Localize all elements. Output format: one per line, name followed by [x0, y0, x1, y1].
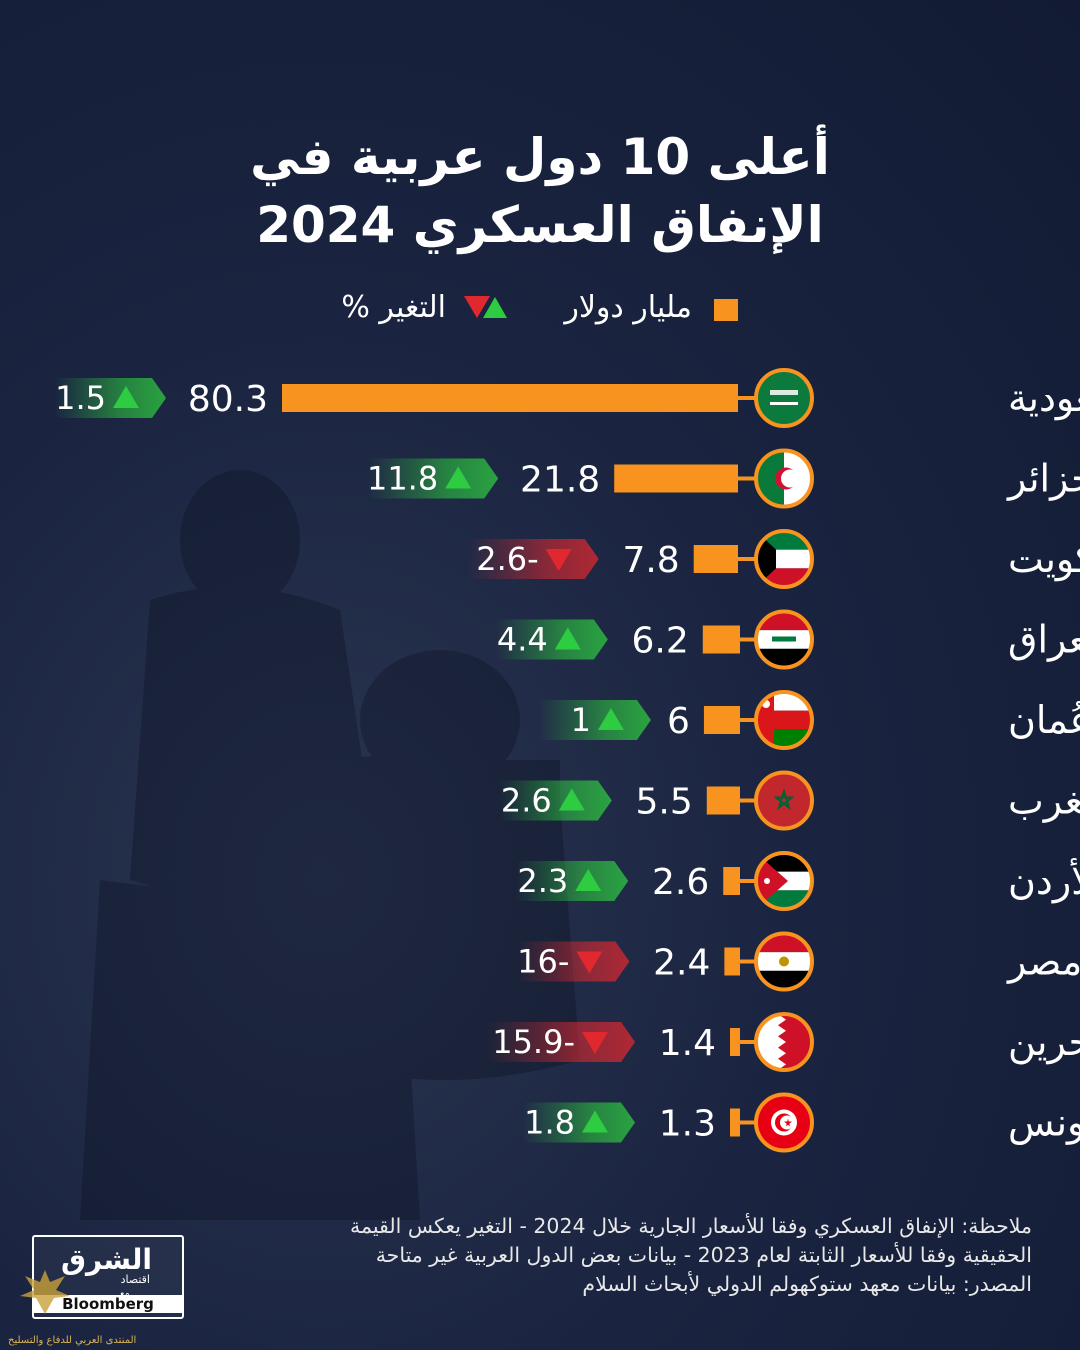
up-triangle-icon	[558, 788, 585, 811]
algeria-flag-icon	[756, 450, 812, 507]
country-label: عُمان	[1008, 698, 1080, 742]
source-line: المصدر: بيانات معهد ستوكهولم الدولي لأبح…	[582, 1272, 1032, 1296]
change-value-label: 16-	[517, 943, 569, 981]
spend-bar	[282, 384, 738, 412]
chart-row: السعودية 80.3 1.5	[54, 368, 1080, 428]
spend-bar	[723, 867, 738, 895]
up-triangle-icon	[597, 708, 624, 730]
country-label: المغرب	[1008, 779, 1080, 824]
legend: مليار دولار التغير %	[0, 290, 1080, 330]
forum-watermark: المنتدى العربي للدفاع والتسليح	[8, 1335, 137, 1346]
logo-with: مع	[120, 1289, 130, 1299]
down-triangle-icon	[545, 549, 572, 571]
chart-row: تونس 1.3 1.8	[523, 1092, 1080, 1153]
change-value-label: 4.4	[497, 621, 548, 659]
country-label: مصر	[1006, 940, 1080, 985]
spend-bar	[730, 1028, 738, 1056]
chart-title-line-1: أعلى 10 دول عربية في	[250, 128, 830, 186]
change-value-label: 11.8	[367, 460, 438, 498]
down-triangle-icon	[582, 1032, 608, 1054]
up-triangle-icon	[575, 869, 602, 891]
country-label: الجزائر	[1006, 457, 1080, 502]
change-value-label: 2.6-	[476, 540, 538, 578]
logo-partner: Bloomberg	[34, 1295, 182, 1313]
footnotes: ملاحظة: الإنفاق العسكري وفقا للأسعار الج…	[212, 1212, 1032, 1299]
country-label: تونس	[1008, 1101, 1080, 1146]
change-pill	[538, 700, 651, 740]
spend-bar	[730, 1108, 738, 1137]
spend-value-label: 5.5	[636, 782, 693, 823]
legend-spend-swatch	[714, 299, 738, 321]
spend-bar	[706, 786, 738, 815]
change-value-label: 1.8	[524, 1104, 575, 1142]
up-triangle-icon	[554, 627, 581, 650]
country-label: السعودية	[1008, 376, 1080, 421]
spend-value-label: 6.2	[632, 621, 689, 662]
change-value-label: 2.6	[501, 782, 552, 820]
legend-change-label: التغير %	[341, 290, 446, 325]
asharq-bloomberg-logo: الشرق اقتصاد مع Bloomberg	[32, 1235, 184, 1319]
chart-row: البحرين 1.4 15.9-	[487, 1012, 1080, 1072]
chart-row: العراق 6.2 4.4	[495, 609, 1080, 670]
chart-row: مصر 2.4 16-	[517, 931, 1080, 992]
up-triangle-icon	[445, 466, 472, 489]
spend-value-label: 21.8	[520, 460, 600, 501]
chart-row: الكويت 7.8 2.6-	[468, 529, 1080, 589]
bar-chart: السعودية80.31.5الجزائر21.811.8الكويت7.82…	[54, 368, 1080, 1153]
spend-value-label: 1.3	[659, 1104, 716, 1145]
country-label: الكويت	[1008, 537, 1080, 582]
chart-title-line-2: الإنفاق العسكري 2024	[256, 196, 824, 254]
spend-bar	[614, 464, 738, 493]
oman-flag-icon	[756, 692, 812, 748]
spend-bar	[724, 947, 738, 976]
chart-row: الجزائر 21.8 11.8	[367, 448, 1080, 509]
change-value-label: 15.9-	[492, 1023, 575, 1061]
spend-value-label: 1.4	[659, 1023, 716, 1064]
spend-value-label: 80.3	[188, 379, 268, 420]
country-label: الأردن	[1008, 857, 1080, 903]
spend-value-label: 2.4	[653, 943, 710, 984]
up-triangle-icon	[582, 1110, 608, 1133]
spend-bar	[702, 625, 738, 654]
chart-row: المغرب 5.5 2.6	[499, 770, 1080, 831]
chart-row: الأردن 2.6 2.3	[516, 851, 1080, 911]
spend-bar	[703, 706, 738, 734]
note-line-1: ملاحظة: الإنفاق العسكري وفقا للأسعار الج…	[350, 1214, 1032, 1238]
country-label: البحرين	[1008, 1020, 1080, 1065]
note-line-2: الحقيقية وفقا للأسعار الثابتة لعام 2023 …	[375, 1243, 1032, 1267]
change-value-label: 2.3	[517, 862, 568, 900]
chart-row: عُمان 6 1	[538, 690, 1080, 750]
forum-eagle-icon	[20, 1270, 70, 1314]
logo-name: الشرق	[60, 1243, 152, 1276]
spend-value-label: 7.8	[622, 540, 679, 581]
down-triangle-icon	[576, 951, 603, 974]
soldier-silhouette-background	[80, 470, 580, 1220]
country-label: العراق	[1008, 618, 1080, 663]
up-triangle-icon	[113, 386, 139, 408]
legend-down-triangle-icon	[464, 296, 490, 318]
legend-up-triangle-icon	[483, 297, 507, 318]
legend-spend-label: مليار دولار	[564, 290, 692, 325]
spend-value-label: 6	[667, 701, 690, 742]
spend-bar	[693, 545, 738, 573]
change-value-label: 1	[571, 701, 591, 739]
logo-sub: اقتصاد	[120, 1273, 150, 1286]
change-value-label: 1.5	[55, 379, 106, 417]
spend-value-label: 2.6	[652, 862, 709, 903]
